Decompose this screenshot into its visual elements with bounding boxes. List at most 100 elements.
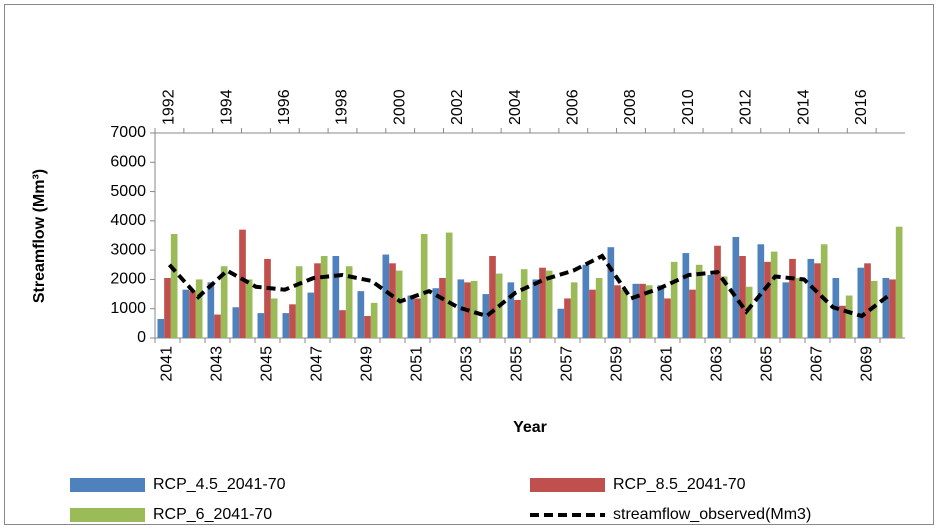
bar xyxy=(207,282,215,338)
bar xyxy=(664,298,671,338)
y-tick-label: 4000 xyxy=(110,212,146,229)
bar xyxy=(214,314,221,338)
bar xyxy=(170,234,178,338)
x2-tick-label: 2010 xyxy=(680,89,697,125)
bar xyxy=(382,254,390,338)
bar xyxy=(432,288,440,338)
bar xyxy=(439,277,446,338)
bar xyxy=(595,277,603,338)
bar xyxy=(839,305,846,338)
bar xyxy=(220,266,228,338)
bar xyxy=(645,285,653,338)
legend-label: RCP_4.5_2041-70 xyxy=(153,476,286,493)
bar xyxy=(864,263,871,338)
y-axis-label: Streamflow (Mm³) xyxy=(31,169,48,303)
bar xyxy=(639,283,646,338)
x2-tick-label: 1994 xyxy=(218,89,235,125)
bar xyxy=(770,251,778,338)
bar xyxy=(445,232,453,338)
bar xyxy=(282,313,290,338)
bar xyxy=(882,277,890,338)
bar xyxy=(195,279,203,338)
x-tick-label: 2059 xyxy=(609,346,626,382)
bar xyxy=(632,283,640,338)
x-tick-label: 2055 xyxy=(509,346,526,382)
x2-tick-label: 2002 xyxy=(449,89,466,125)
bar xyxy=(895,226,903,338)
bar xyxy=(545,270,553,338)
bar xyxy=(182,289,190,338)
bar xyxy=(732,236,740,338)
bar xyxy=(539,267,546,338)
x2-tick-label: 1996 xyxy=(276,89,293,125)
bar xyxy=(264,258,271,338)
y-tick-label: 7000 xyxy=(110,124,146,141)
bar xyxy=(482,294,490,338)
bar xyxy=(320,256,328,338)
y-tick-label: 2000 xyxy=(110,271,146,288)
x-tick-label: 2045 xyxy=(259,346,276,382)
x-tick-label: 2057 xyxy=(559,346,576,382)
bar xyxy=(232,307,240,338)
bar xyxy=(682,253,690,338)
bar xyxy=(314,263,321,338)
bar xyxy=(657,285,665,338)
bar xyxy=(189,291,196,338)
chart-border xyxy=(4,4,934,525)
x-tick-label: 2053 xyxy=(459,346,476,382)
x-tick-label: 2049 xyxy=(359,346,376,382)
bar xyxy=(295,266,303,338)
y-tick-label: 5000 xyxy=(110,183,146,200)
x2-tick-label: 1992 xyxy=(161,89,178,125)
x-tick-label: 2043 xyxy=(209,346,226,382)
bar xyxy=(357,291,365,338)
bar xyxy=(782,282,790,338)
bar xyxy=(507,282,515,338)
bar xyxy=(757,244,765,338)
bar xyxy=(370,302,378,338)
bar xyxy=(582,264,590,338)
x2-tick-label: 2014 xyxy=(795,89,812,125)
bar xyxy=(870,280,878,338)
bar xyxy=(589,289,596,338)
y-tick-label: 1000 xyxy=(110,300,146,317)
x-tick-label: 2063 xyxy=(709,346,726,382)
bar xyxy=(414,298,421,338)
x2-tick-label: 2004 xyxy=(507,89,524,125)
bar xyxy=(820,244,828,338)
x2-tick-label: 2012 xyxy=(738,89,755,125)
bar xyxy=(714,245,721,338)
x2-tick-label: 2006 xyxy=(564,89,581,125)
x-tick-label: 2069 xyxy=(859,346,876,382)
bar xyxy=(570,282,578,338)
bar xyxy=(364,316,371,338)
legend-swatch xyxy=(70,508,145,522)
bar xyxy=(157,318,165,338)
bar xyxy=(489,256,496,338)
bar xyxy=(789,258,796,338)
bar xyxy=(620,289,628,338)
legend-swatch xyxy=(530,478,605,492)
bar xyxy=(239,229,246,338)
x2-tick-label: 2000 xyxy=(391,89,408,125)
bar xyxy=(257,313,265,338)
bar xyxy=(245,279,253,338)
bar xyxy=(739,256,746,338)
bar xyxy=(814,263,821,338)
bar xyxy=(795,277,803,338)
bar xyxy=(807,258,815,338)
x-tick-label: 2051 xyxy=(409,346,426,382)
bar xyxy=(407,295,415,338)
bar xyxy=(745,286,753,338)
bar xyxy=(564,298,571,338)
x-tick-label: 2061 xyxy=(659,346,676,382)
y-tick-label: 6000 xyxy=(110,154,146,171)
bar xyxy=(420,234,428,338)
bar xyxy=(345,266,353,338)
bar xyxy=(520,269,528,338)
legend-swatch xyxy=(70,478,145,492)
legend-label: RCP_8.5_2041-70 xyxy=(613,476,746,493)
bar xyxy=(857,267,865,338)
bar xyxy=(339,310,346,338)
